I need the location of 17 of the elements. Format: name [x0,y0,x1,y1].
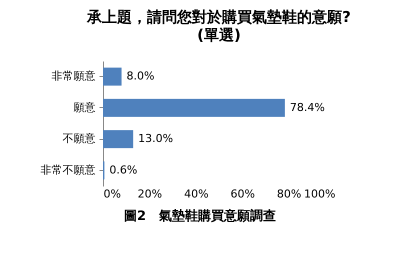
y-tick-label: 不願意 [62,132,96,146]
x-tick-label: 100% [304,188,336,200]
x-tick-label: 40% [184,188,209,200]
x-tick-label: 60% [230,188,255,200]
x-tick-label: 0% [104,188,121,200]
x-tick-label: 80% [276,188,302,200]
caption: 圖2 氣墊鞋購買意願調查 [122,208,278,225]
data-label: 0.6% [109,163,138,176]
x-tick-label: 20% [138,188,162,200]
y-tick-label: 非常願意 [52,70,96,83]
y-tick-label: 願意 [74,100,96,114]
y-tick-label: 非常不願意 [40,163,96,176]
chart-title: 承上題，請問您對於購買氣墊鞋的意願? [86,8,351,26]
data-label: 13.0% [138,132,174,146]
data-label: 78.4% [290,100,325,114]
data-label: 8.0% [126,70,155,83]
chart-subtitle: (單選) [197,26,241,44]
